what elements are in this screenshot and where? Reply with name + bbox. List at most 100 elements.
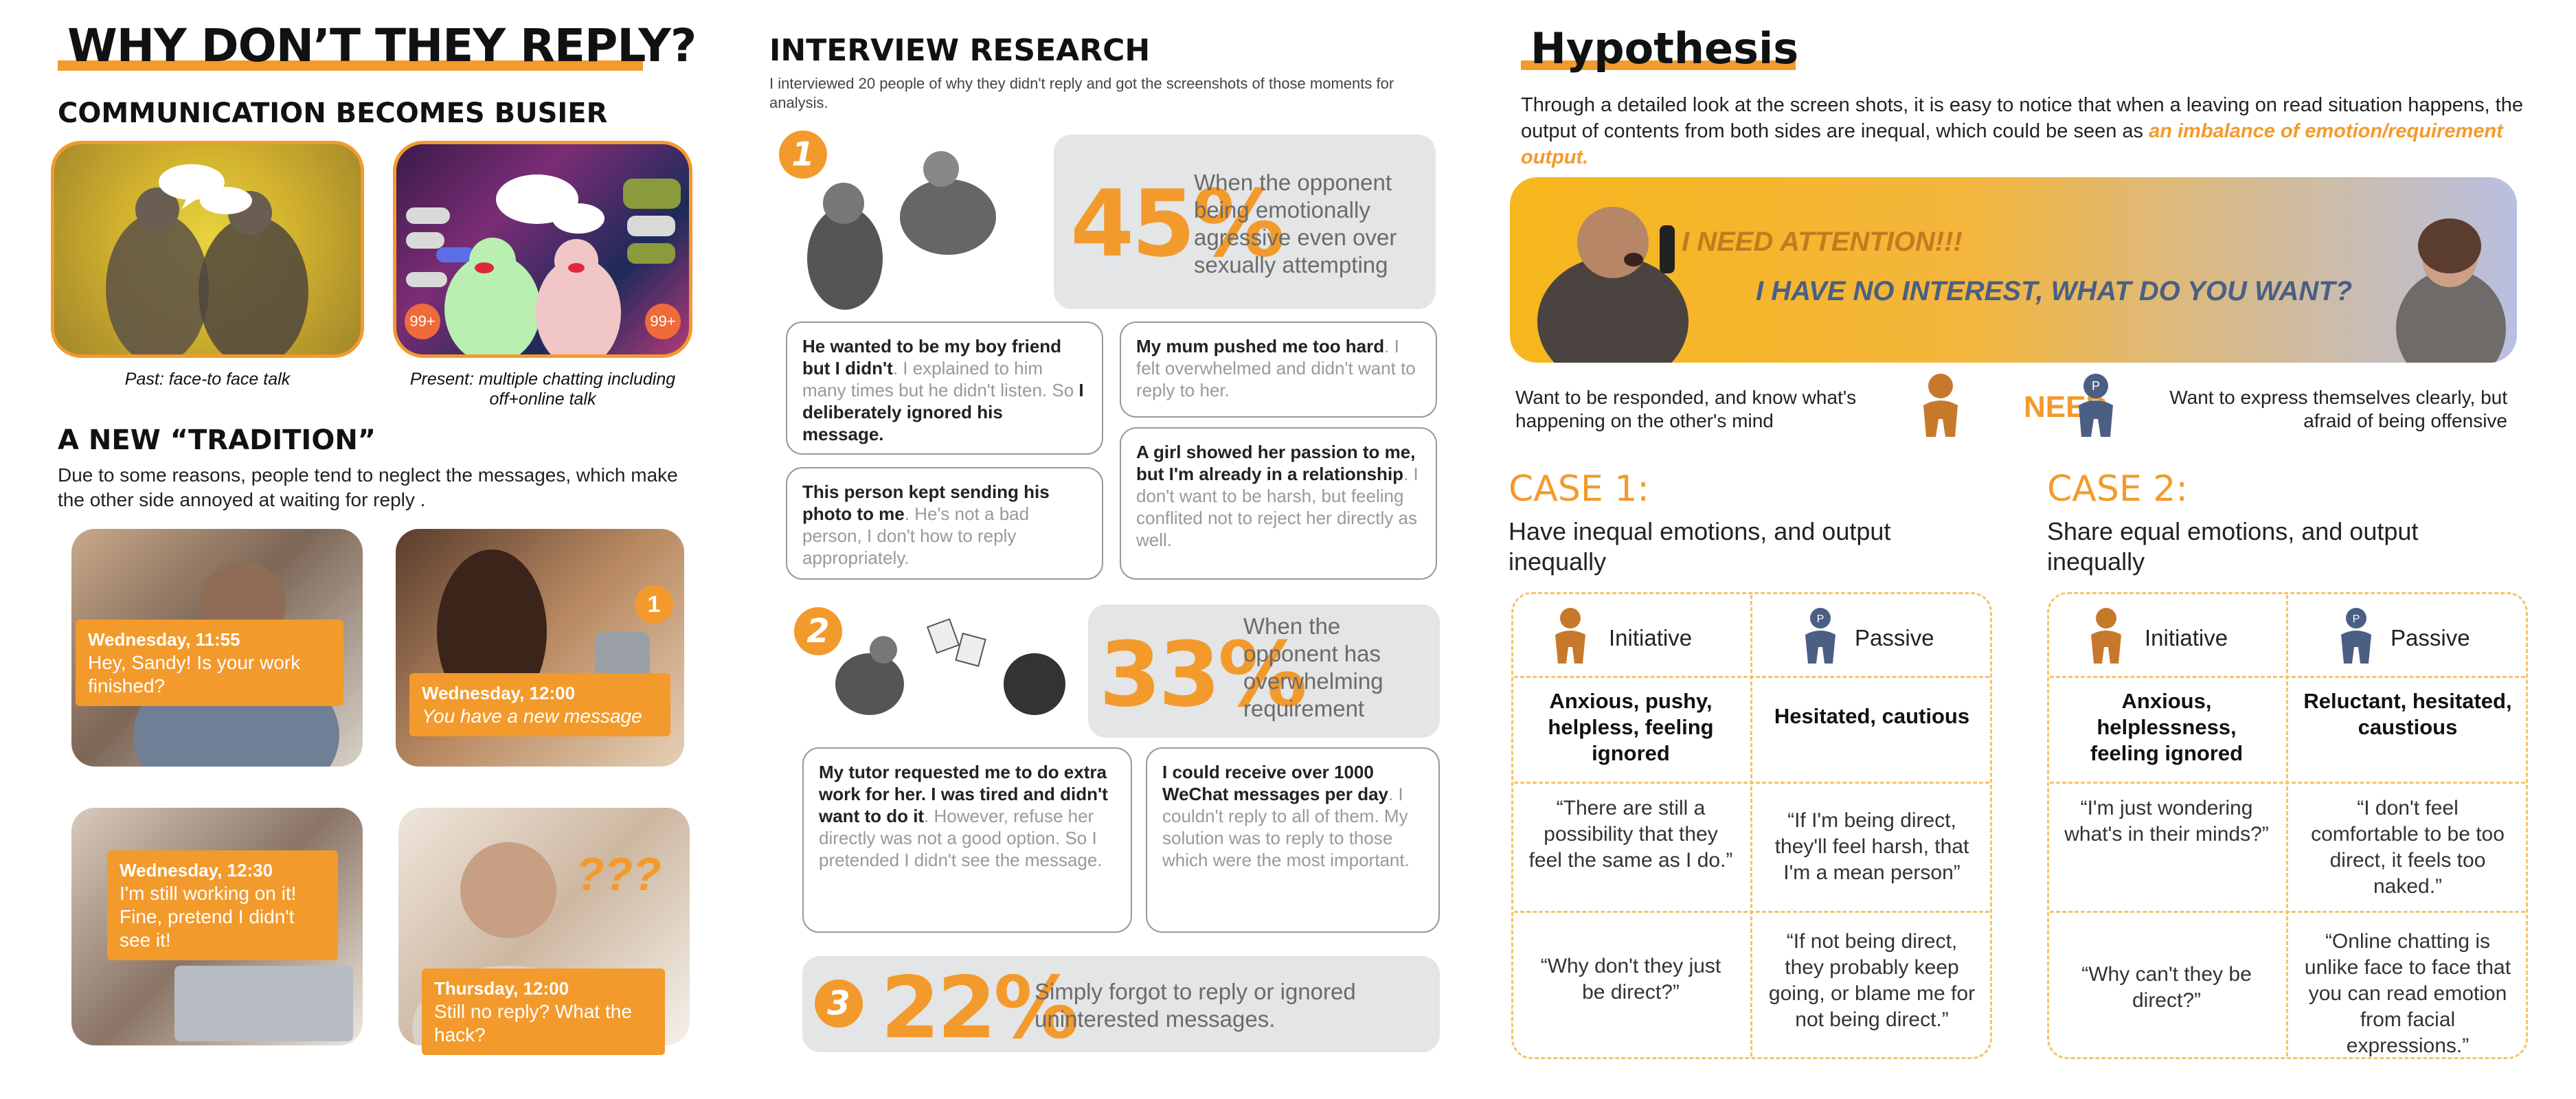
quote-bold: My mum pushed me too hard — [1136, 336, 1385, 356]
quote-bold: He wanted to be my boy friend but I didn… — [802, 336, 1062, 378]
tradition-text: Due to some reasons, people tend to negl… — [58, 464, 678, 510]
case-1-passive-feeling: Hesitated, cautious — [1774, 704, 1970, 728]
initiative-figure-icon — [1923, 374, 1958, 437]
message-bubble-4: Thursday, 12:00 Still no reply? What the… — [422, 968, 665, 1055]
case-2-subtitle: Share equal emotions, and output inequal… — [2047, 517, 2419, 576]
message-bubble-3: Wednesday, 12:30 I'm still working on it… — [107, 850, 338, 960]
quote-bold: My tutor requested me to do extra work f… — [819, 762, 1108, 826]
notification-badge: 1 — [635, 585, 673, 624]
stat-number-1: 1 — [779, 131, 827, 179]
attention-banner — [1510, 177, 2517, 363]
case-2-grid — [2047, 592, 2528, 1059]
present-caption: Present: multiple chatting including off… — [409, 370, 676, 409]
quote-grey: . I explained to him many times but he d… — [802, 358, 1079, 400]
case-2-passive-label: Passive — [2391, 625, 2470, 650]
question-marks: ??? — [576, 848, 662, 900]
case-1-initiative-quote-2: “Why don't they just be direct?” — [1540, 955, 1721, 1004]
case-2-title: CASE 2: — [2047, 468, 2188, 510]
initiative-figure-icon — [2091, 608, 2121, 664]
case-1-title: CASE 1: — [1509, 468, 1649, 510]
hypothesis-text: Through a detailed look at the screen sh… — [1521, 92, 2538, 170]
badge-left: 99+ — [405, 304, 440, 339]
case-1-grid — [1511, 592, 1992, 1059]
case-2-initiative-quote-2: “Why can't they be direct?” — [2081, 963, 2252, 1012]
quote-grey: . He's not a bad person, I don't how to … — [802, 503, 1030, 568]
stat-percent-2: 33% — [1099, 622, 1307, 727]
case-1-initiative-label: Initiative — [1609, 625, 1693, 650]
case-1-row-divider — [1514, 676, 1989, 678]
case-2-initiative-feeling: Anxious, helplessness, feeling ignored — [2090, 689, 2244, 765]
interview-figures-illustration-2 — [835, 618, 1065, 715]
page-title: WHY DON’T THEY REPLY? — [67, 19, 697, 72]
passive-figure-icon: P — [1805, 608, 1835, 664]
quote-grey: . I couldn't reply to all of them. My so… — [1162, 784, 1410, 870]
section-title-communication: COMMUNICATION BECOMES BUSIER — [58, 98, 608, 129]
hypothesis-emphasis: an imbalance of emotion/requirement outp… — [1521, 120, 2503, 168]
initiative-figure-icon — [1555, 608, 1585, 664]
case-1-divider — [1750, 595, 1752, 1056]
message-bubble-1: Wednesday, 11:55 Hey, Sandy! Is your wor… — [76, 620, 343, 706]
passive-figure-icon: P — [2341, 608, 2371, 664]
case-2-row-divider — [2050, 911, 2525, 913]
stat-text-3: Simply forgot to reply or ignored uninte… — [1035, 979, 1356, 1032]
title-underline — [58, 60, 643, 71]
case-2-passive-feeling: Reluctant, hesitated, caustious — [2303, 689, 2512, 739]
quote-box-5: My tutor requested me to do extra work f… — [802, 747, 1132, 933]
stat-number-3: 3 — [815, 979, 863, 1028]
case-1-row-divider — [1514, 911, 1989, 913]
case-2-divider — [2286, 595, 2288, 1056]
quote-box-6: I could receive over 1000 WeChat message… — [1146, 747, 1440, 933]
hypothesis-title: Hypothesis — [1530, 23, 1799, 73]
passive-letter: P — [1817, 613, 1824, 625]
passive-figure-icon: P — [2079, 374, 2113, 437]
case-2-row-divider — [2050, 676, 2525, 678]
past-illustration — [51, 141, 364, 358]
message-bubble-2: Wednesday, 12:00 You have a new message — [409, 673, 670, 736]
message-text: Still no reply? What the hack? — [434, 1001, 632, 1045]
section-title-tradition: A NEW “TRADITION” — [58, 424, 376, 456]
stat-panel-3 — [802, 956, 1440, 1052]
stat-percent-1: 45% — [1070, 170, 1285, 277]
present-illustration: 99+ 99+ — [393, 141, 692, 358]
case-2-passive-quote-1: “I don't feel comfortable to be too dire… — [2311, 797, 2505, 898]
hypothesis-main-text: Through a detailed look at the screen sh… — [1521, 94, 2523, 142]
quote-bold: This person kept sending his photo to me — [802, 481, 1050, 524]
message-time: Thursday, 12:00 — [434, 978, 569, 999]
case-2-row-divider — [2050, 782, 2525, 784]
case-1-initiative-feeling: Anxious, pushy, helpless, feeling ignore… — [1548, 689, 1714, 765]
message-text: You have a new message — [422, 705, 642, 727]
quote-box-3: This person kept sending his photo to me… — [786, 467, 1103, 580]
quote-grey: . I felt overwhelmed and didn't want to … — [1136, 336, 1416, 400]
quote-grey: . However, refuse her directly was not a… — [819, 806, 1103, 870]
passive-letter: P — [2092, 379, 2100, 393]
banner-figures-illustration — [1537, 207, 2506, 363]
past-caption: Past: face-to face talk — [124, 370, 291, 389]
passive-letter: P — [2353, 613, 2360, 625]
case-2-passive-quote-2: “Online chatting is unlike face to face … — [2304, 930, 2511, 1057]
painting-figures-illustration — [106, 164, 308, 354]
laptop-illustration — [174, 966, 353, 1041]
message-text: Hey, Sandy! Is your work finished? — [88, 652, 301, 696]
banner-attention-text: I NEED ATTENTION!!! — [1682, 227, 1963, 257]
need-passive-text: Want to express themselves clearly, but … — [2169, 387, 2507, 431]
badge-right: 99+ — [645, 304, 681, 339]
interview-title: INTERVIEW RESEARCH — [769, 33, 1151, 68]
message-time: Wednesday, 11:55 — [88, 629, 240, 650]
stat-panel-1 — [1054, 135, 1436, 309]
banner-interest-text: I HAVE NO INTEREST, WHAT DO YOU WANT? — [1756, 276, 2353, 306]
case-1-initiative-quote-1: “There are still a possibility that they… — [1528, 797, 1733, 872]
quote-box-4: A girl showed her passion to me, but I'm… — [1120, 427, 1437, 580]
quote-box-2: My mum pushed me too hard. I felt overwh… — [1120, 321, 1437, 418]
message-time: Wednesday, 12:30 — [120, 860, 273, 881]
interview-description: I interviewed 20 people of why they didn… — [769, 75, 1394, 111]
quote-box-1: He wanted to be my boy friend but I didn… — [786, 321, 1103, 455]
case-1-passive-label: Passive — [1855, 625, 1934, 650]
stat-panel-2 — [1088, 604, 1440, 738]
quote-bold: I could receive over 1000 WeChat message… — [1162, 762, 1388, 804]
hypothesis-underline — [1521, 60, 1796, 70]
case-1-row-divider — [1514, 782, 1989, 784]
case-1-passive-quote-1: “If I'm being direct, they'll feel harsh… — [1774, 809, 1969, 884]
chatting-figures-illustration — [406, 174, 681, 354]
stat-text-2: When the opponent has overwhelming requi… — [1243, 613, 1383, 721]
stat-number-2: 2 — [794, 607, 842, 655]
